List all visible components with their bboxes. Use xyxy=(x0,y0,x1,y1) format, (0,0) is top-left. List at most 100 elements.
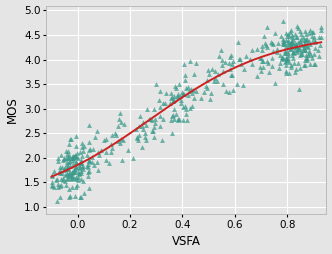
Point xyxy=(295,35,300,39)
Point xyxy=(281,56,286,60)
Point xyxy=(64,172,69,177)
Point xyxy=(90,147,95,151)
Point xyxy=(264,43,269,47)
Point xyxy=(283,44,288,48)
Point xyxy=(67,142,72,146)
Point xyxy=(284,31,289,35)
Point xyxy=(258,56,263,60)
Point xyxy=(311,52,316,56)
Point xyxy=(283,51,288,55)
Point xyxy=(204,78,209,83)
Point xyxy=(168,91,173,95)
Point xyxy=(289,43,294,47)
Point xyxy=(201,90,207,94)
Point xyxy=(287,47,292,51)
Point xyxy=(284,58,289,62)
Point xyxy=(304,58,309,62)
Point xyxy=(286,38,291,42)
Point xyxy=(316,54,322,58)
Point xyxy=(66,187,72,191)
Point xyxy=(74,183,79,187)
Point xyxy=(72,170,77,174)
Point xyxy=(198,96,203,100)
Point xyxy=(303,53,308,57)
Point xyxy=(283,56,288,60)
Point xyxy=(262,41,268,45)
Point xyxy=(286,34,291,38)
Point xyxy=(301,63,306,67)
Point xyxy=(61,168,67,172)
Point xyxy=(280,42,285,46)
Point xyxy=(152,121,157,125)
Point xyxy=(184,86,189,90)
Point xyxy=(228,73,234,77)
Point xyxy=(118,141,123,145)
Point xyxy=(264,59,269,64)
Point xyxy=(318,35,324,39)
Point xyxy=(298,37,303,41)
Point xyxy=(286,45,291,49)
Point xyxy=(176,117,182,121)
Point xyxy=(152,117,158,121)
Point xyxy=(78,165,83,169)
Point xyxy=(291,37,296,41)
Point xyxy=(301,45,307,50)
Point xyxy=(58,183,63,187)
Point xyxy=(69,155,74,159)
Point xyxy=(254,47,260,51)
Point xyxy=(102,138,107,142)
Point xyxy=(312,35,317,39)
Point xyxy=(170,113,176,117)
Point xyxy=(269,56,274,60)
Point xyxy=(267,70,272,74)
Point xyxy=(73,165,79,169)
Point xyxy=(183,73,188,77)
Point xyxy=(306,39,312,43)
Point xyxy=(226,61,231,65)
Point xyxy=(270,42,276,46)
Point xyxy=(115,139,120,143)
Point xyxy=(75,178,80,182)
Point xyxy=(104,137,109,141)
Point xyxy=(312,62,317,66)
Point xyxy=(109,150,114,154)
Point xyxy=(226,90,232,94)
Point xyxy=(169,114,174,118)
Point xyxy=(110,133,115,137)
Point xyxy=(278,61,283,65)
Point xyxy=(94,160,99,164)
Point xyxy=(140,124,145,129)
Point xyxy=(141,126,146,131)
Point xyxy=(304,39,309,43)
Point xyxy=(303,56,309,60)
Point xyxy=(212,69,218,73)
Point xyxy=(282,60,288,64)
Point xyxy=(119,120,124,124)
Point xyxy=(76,163,81,167)
Point xyxy=(171,99,176,103)
Point xyxy=(69,174,74,178)
Point xyxy=(70,162,76,166)
Point xyxy=(298,40,303,44)
Point xyxy=(80,149,85,153)
Point xyxy=(86,186,91,190)
Point xyxy=(305,37,310,41)
Point xyxy=(93,135,98,139)
Point xyxy=(237,57,242,61)
Point xyxy=(130,156,135,160)
Point xyxy=(63,165,68,169)
Point xyxy=(55,185,60,189)
Point xyxy=(294,44,299,48)
Point xyxy=(298,52,303,56)
Point xyxy=(290,50,295,54)
Point xyxy=(75,174,81,179)
Point xyxy=(260,59,265,63)
Point xyxy=(261,34,267,38)
Point xyxy=(181,92,186,97)
Point xyxy=(178,101,183,105)
Point xyxy=(260,44,265,48)
Point xyxy=(134,136,139,140)
Point xyxy=(259,58,265,62)
Point xyxy=(87,147,92,151)
Point xyxy=(69,185,75,189)
